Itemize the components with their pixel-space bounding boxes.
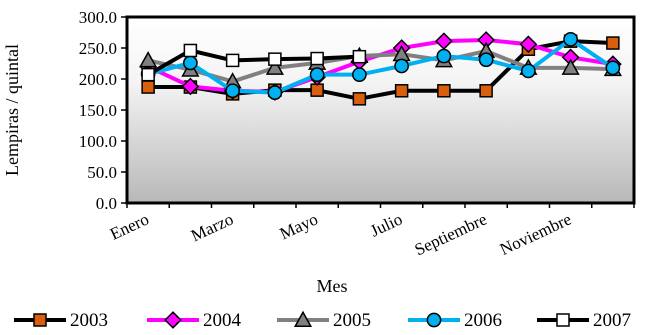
data-point [268,52,282,66]
legend-marker [33,313,47,327]
data-point [478,52,494,68]
data-point [352,92,367,106]
data-point [521,63,536,79]
data-point [267,85,283,100]
y-tick-label: 50.0 [87,163,117,182]
data-point [141,67,155,82]
x-axis: Enero Marzo Mayo Julio Septiembre Noviembre [107,203,635,259]
data-point [352,67,367,83]
data-point [309,67,325,83]
data-point [225,53,240,68]
data-point [519,35,538,54]
x-tick-label: Julio [367,209,405,240]
data-point [606,36,620,50]
legend-marker [164,311,182,329]
data-point [141,80,155,94]
y-axis-title: Lempiras / quintal [2,44,22,176]
x-tick-label: Mayo [277,209,321,243]
legend-label: 2006 [464,310,502,331]
data-point [479,84,493,98]
data-point [225,83,240,99]
y-tick-label: 100.0 [79,132,117,151]
y-tick-label: 150.0 [79,101,117,120]
legend-marker [293,310,313,327]
legend-marker [556,313,570,327]
legend-item-2004: 2004 [147,310,242,331]
data-point [394,58,409,74]
y-tick-label: 300.0 [79,8,117,27]
y-tick-label: 250.0 [79,39,117,58]
legend-label: 2004 [203,310,242,331]
series-line-2007 [147,48,360,77]
data-point [437,84,451,98]
legend-marker [426,312,442,328]
data-point [183,55,198,71]
x-axis-title: Mes [317,276,348,296]
data-point [563,31,578,47]
legend-item-2007: 2007 [537,310,631,331]
series-layer [139,31,622,106]
data-point [605,60,621,76]
x-tick-label: Marzo [188,209,236,245]
data-point [181,77,200,96]
legend: 2003 2004 2005 2006 2007 [14,310,631,331]
data-point [139,51,158,68]
legend-item-2005: 2005 [277,310,371,331]
legend-label: 2003 [70,310,108,331]
y-tick-label: 0.0 [96,194,117,213]
series-line-2006 [147,37,614,95]
y-tick-label: 200.0 [79,70,117,89]
data-point [352,49,367,64]
legend-item-2006: 2006 [408,310,502,331]
x-tick-label: Enero [107,209,152,243]
data-point [436,48,452,64]
data-point [394,84,409,98]
data-point [561,58,580,75]
data-point [310,51,324,66]
x-tick-label: Septiembre [412,209,490,259]
series-2007 [141,43,367,82]
y-axis: 0.0 50.0 100.0 150.0 200.0 250.0 300.0 [79,8,127,213]
legend-label: 2007 [593,310,631,331]
plot-area [125,15,636,205]
data-point [265,58,284,75]
legend-item-2003: 2003 [14,310,108,331]
x-tick-label: Noviembre [497,209,574,259]
data-point [183,43,198,58]
legend-label: 2005 [333,310,371,331]
